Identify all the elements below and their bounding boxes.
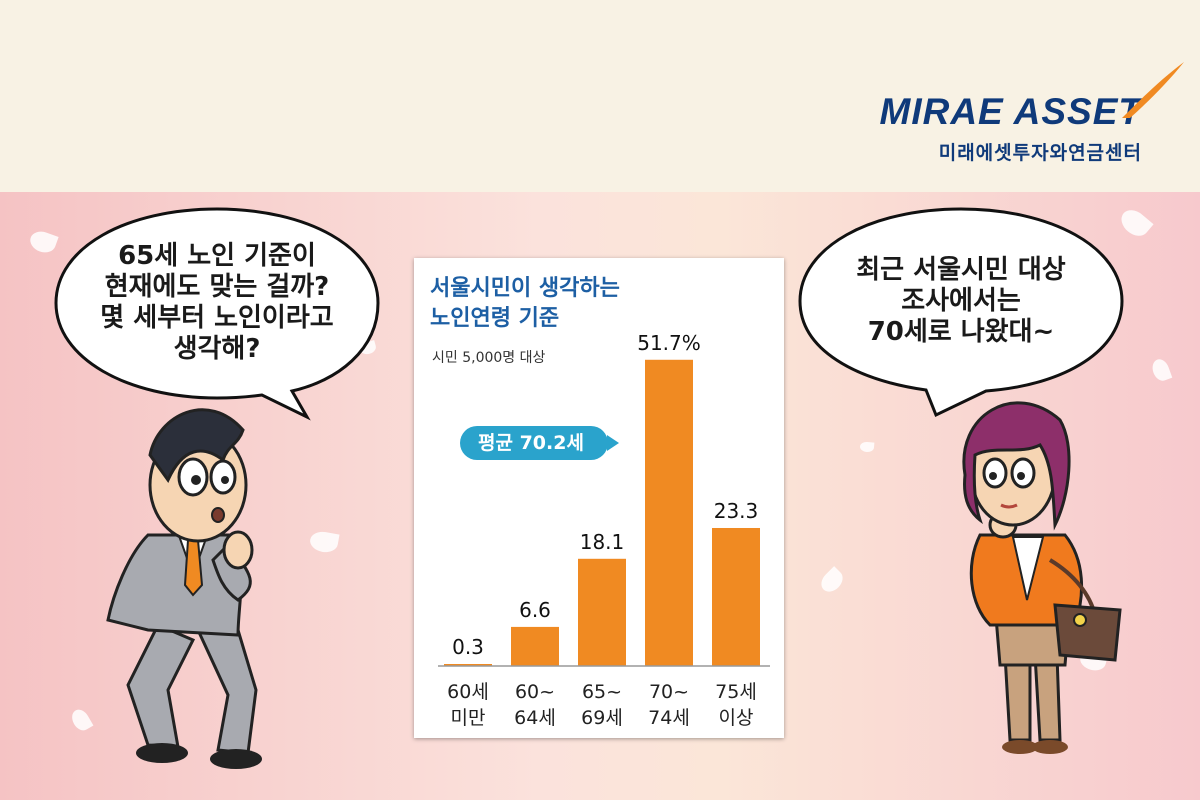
bar-value-label: 6.6	[519, 598, 551, 622]
right-bubble-line: 조사에서는	[901, 286, 1021, 316]
right-speech-bubble: 최근 서울시민 대상 조사에서는 70세로 나왔대~	[796, 205, 1126, 420]
header-band	[0, 0, 1200, 192]
right-bubble-line: 최근 서울시민 대상	[856, 255, 1066, 285]
right-bubble-line: 70세로 나왔대~	[867, 317, 1055, 347]
chart-title-line: 서울시민이 생각하는	[430, 276, 620, 301]
x-tick-label: 미만	[451, 707, 486, 729]
x-tick-label: 64세	[514, 707, 556, 729]
chart-subtitle: 시민 5,000명 대상	[432, 350, 546, 366]
brand-subtitle: 미래에셋투자와연금센터	[938, 142, 1142, 164]
bar-value-label: 0.3	[452, 635, 484, 659]
left-bubble-line: 생각해?	[173, 334, 261, 364]
average-badge: 평균 70.2세	[460, 426, 619, 460]
chart-bar	[645, 359, 693, 666]
chart-title: 서울시민이 생각하는 노인연령 기준	[430, 274, 620, 334]
left-bubble-line: 65세 노인 기준이	[118, 241, 316, 271]
bar-value-label: 23.3	[714, 499, 759, 523]
brand-swoosh-icon	[1122, 62, 1184, 118]
left-speech-bubble: 65세 노인 기준이 현재에도 맞는 걸까? 몇 세부터 노인이라고 생각해?	[52, 205, 382, 425]
x-tick-label: 70~	[649, 681, 689, 703]
brand-name: MIRAE ASSET	[879, 91, 1142, 132]
brand-logo: MIRAE ASSET 미래에셋투자와연금센터	[880, 92, 1142, 165]
left-bubble-line: 현재에도 맞는 걸까?	[104, 272, 330, 302]
x-tick-label: 이상	[719, 707, 754, 729]
bar-value-label: 18.1	[580, 530, 625, 554]
x-tick-label: 60~	[515, 681, 555, 703]
woman-character	[962, 401, 1122, 754]
x-tick-label: 65~	[582, 681, 622, 703]
right-bubble-text: 최근 서울시민 대상 조사에서는 70세로 나왔대~	[796, 255, 1126, 348]
x-tick-label: 60세	[447, 681, 489, 703]
chart-bar	[511, 626, 559, 666]
chart-bar	[444, 664, 492, 666]
chart-bar	[578, 558, 626, 666]
chart-title-line: 노인연령 기준	[430, 306, 560, 331]
left-bubble-line: 몇 세부터 노인이라고	[100, 303, 334, 333]
x-tick-label: 75세	[715, 681, 757, 703]
x-tick-label: 69세	[581, 707, 623, 729]
businessman-character	[106, 408, 262, 769]
bar-value-label: 51.7%	[637, 331, 701, 355]
chart-bar	[712, 527, 760, 666]
x-tick-label: 74세	[648, 707, 690, 729]
left-bubble-text: 65세 노인 기준이 현재에도 맞는 걸까? 몇 세부터 노인이라고 생각해?	[52, 241, 382, 365]
